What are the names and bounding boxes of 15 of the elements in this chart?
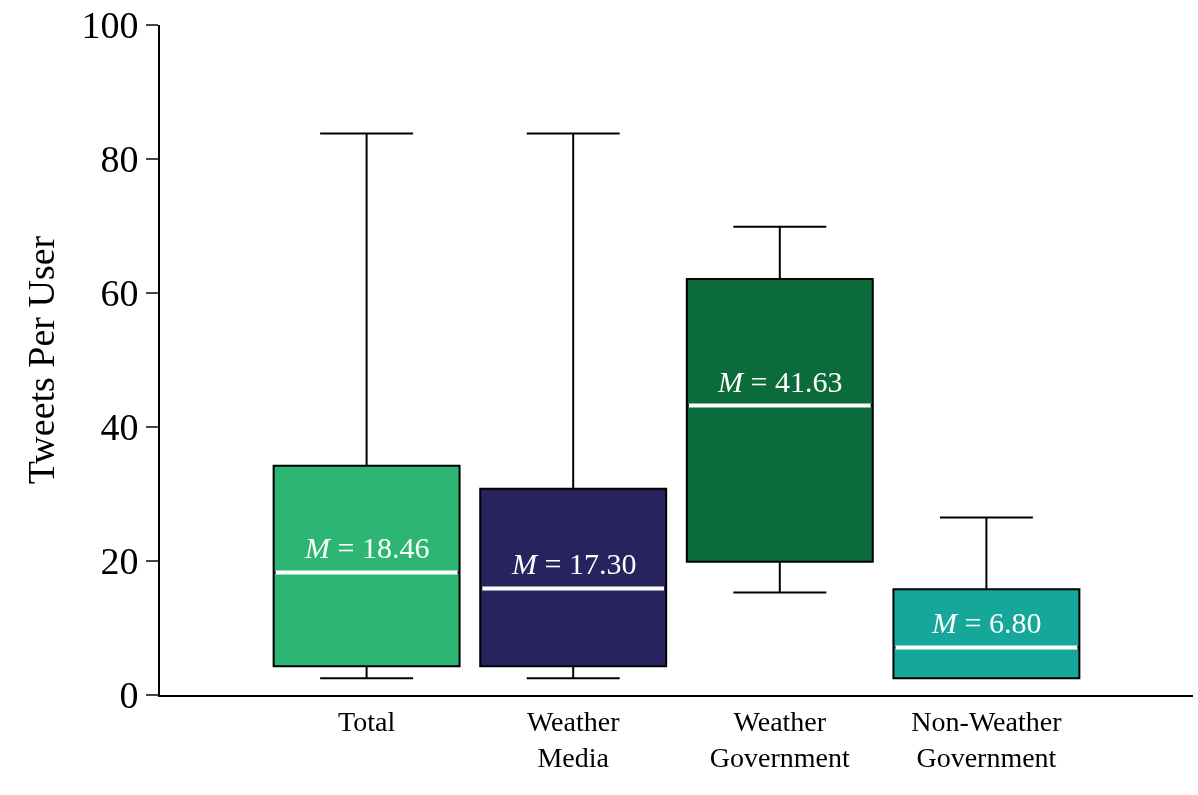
y-tick-label: 40 bbox=[100, 406, 139, 449]
x-tick-label: Non-Weather Government bbox=[911, 705, 1063, 773]
x-tick-label: Total bbox=[338, 705, 396, 737]
annotation: M = 17.30 bbox=[511, 547, 637, 580]
y-tick-label: 20 bbox=[100, 540, 139, 583]
y-tick-label: 60 bbox=[100, 272, 139, 315]
x-tick-label: Weather Government bbox=[709, 705, 850, 773]
annotation: M = 6.80 bbox=[931, 606, 1042, 639]
y-tick-label: 100 bbox=[81, 4, 139, 47]
x-tick-label: Weather Media bbox=[526, 705, 621, 773]
y-tick-label: 80 bbox=[100, 138, 139, 181]
annotation: M = 18.46 bbox=[304, 531, 430, 564]
y-tick-label: 0 bbox=[119, 674, 139, 717]
y-axis-title: Tweets Per User bbox=[20, 235, 63, 485]
annotation: M = 41.63 bbox=[717, 365, 843, 398]
